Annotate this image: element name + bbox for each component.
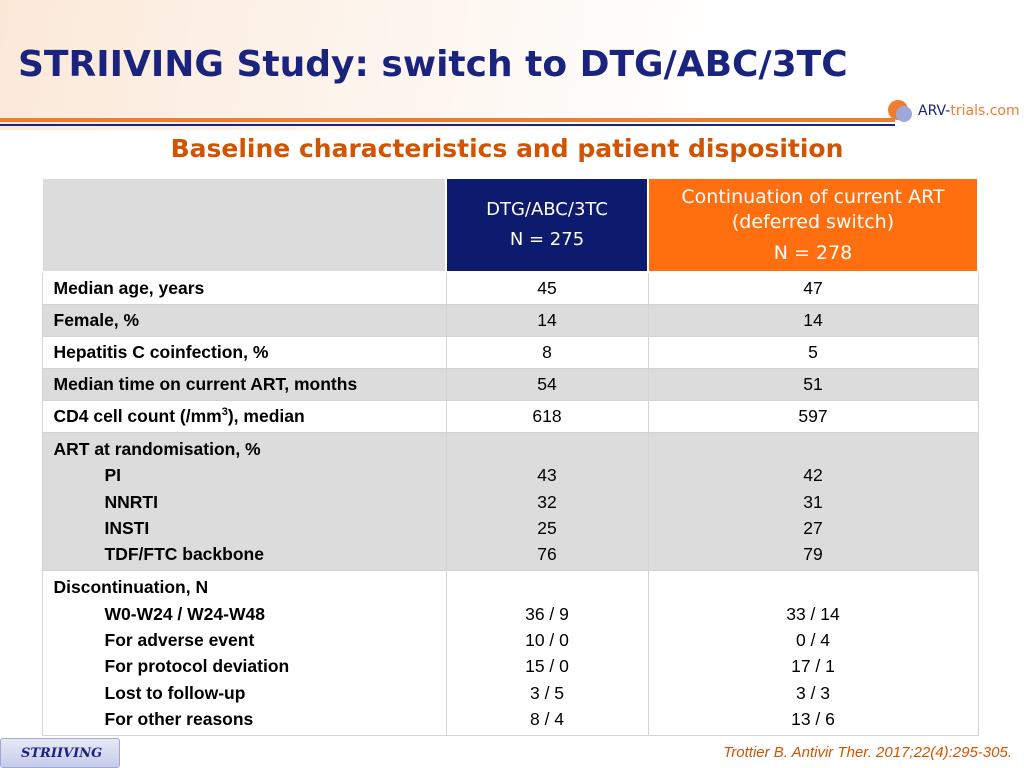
- art-item-label: NNRTI: [104, 491, 158, 512]
- footer-study-tab-label: STRIIVING: [21, 746, 103, 761]
- disc-heading: Discontinuation, N: [53, 577, 209, 598]
- disc-item-label: For other reasons: [104, 708, 254, 729]
- disc-item-label: For protocol deviation: [104, 656, 290, 677]
- header-cont-sublabel: (deferred switch): [731, 210, 895, 233]
- table-row: Median age, years 45 47: [41, 271, 979, 305]
- logo-text-suffix: .com: [985, 103, 1020, 119]
- table-row-discontinuation: Discontinuation, N W0-W24 / W24-W48 For …: [41, 570, 979, 737]
- header-background: [0, 0, 1024, 130]
- row-label: Median time on current ART, months: [41, 368, 447, 401]
- baseline-table: DTG/ABC/3TC N = 275 Continuation of curr…: [41, 177, 979, 737]
- row-value-dtg: 54: [445, 368, 649, 401]
- disc-value: 13 / 6: [791, 708, 835, 729]
- row-value-cont: 14: [647, 304, 979, 337]
- logo-text: ARV-trials.com: [918, 103, 1020, 119]
- art-value: 42: [803, 465, 823, 486]
- cd4-label-post: ), median: [227, 406, 305, 426]
- art-values-dtg: 43 32 25 76: [445, 431, 649, 572]
- header-dtg: DTG/ABC/3TC N = 275: [445, 177, 649, 273]
- header-dtg-label: DTG/ABC/3TC: [486, 199, 608, 220]
- disc-value: 3 / 3: [795, 682, 831, 703]
- disc-value: 15 / 0: [525, 656, 569, 677]
- disc-values-cont: 33 / 14 0 / 4 17 / 1 3 / 3 13 / 6: [647, 570, 979, 737]
- slide-title: STRIIVING Study: switch to DTG/ABC/3TC: [18, 44, 848, 85]
- row-value-cont: 597: [647, 400, 979, 433]
- cd4-label-pre: CD4 cell count (/mm: [53, 406, 222, 426]
- title-rule-orange: [0, 118, 895, 122]
- logo-text-main: ARV-: [918, 103, 951, 119]
- disc-value: 10 / 0: [525, 630, 569, 651]
- art-label-cell: ART at randomisation, % PI NNRTI INSTI T…: [41, 431, 447, 572]
- logo-text-accent: trials: [950, 103, 986, 119]
- row-value-cont: 5: [647, 336, 979, 369]
- art-value: 43: [537, 465, 557, 486]
- art-item-label: INSTI: [104, 517, 150, 538]
- title-rule-navy: [0, 124, 895, 126]
- table-row: CD4 cell count (/mm3), median 618 597: [41, 400, 979, 433]
- disc-values-dtg: 36 / 9 10 / 0 15 / 0 3 / 5 8 / 4: [445, 570, 649, 737]
- art-value: 32: [537, 491, 557, 512]
- disc-item-label: Lost to follow-up: [104, 682, 246, 703]
- header-cont-label: Continuation of current ART: [681, 185, 945, 208]
- header-cont-n: N = 278: [773, 241, 853, 264]
- table-row: Hepatitis C coinfection, % 8 5: [41, 336, 979, 369]
- table-row-art: ART at randomisation, % PI NNRTI INSTI T…: [41, 431, 979, 572]
- row-label: Median age, years: [41, 271, 447, 305]
- slide-subtitle: Baseline characteristics and patient dis…: [170, 134, 844, 163]
- disc-value: 17 / 1: [791, 656, 835, 677]
- row-label: Hepatitis C coinfection, %: [41, 336, 447, 369]
- row-label: CD4 cell count (/mm3), median: [41, 400, 447, 433]
- disc-item-label: W0-W24 / W24-W48: [104, 603, 265, 624]
- art-value: 79: [803, 544, 823, 565]
- art-value: 76: [537, 544, 557, 565]
- row-value-cont: 51: [647, 368, 979, 401]
- art-value: 31: [803, 491, 823, 512]
- table-row: Median time on current ART, months 54 51: [41, 368, 979, 401]
- disc-label-cell: Discontinuation, N W0-W24 / W24-W48 For …: [41, 570, 447, 737]
- disc-value: 36 / 9: [525, 603, 569, 624]
- table-header-row: DTG/ABC/3TC N = 275 Continuation of curr…: [41, 177, 979, 273]
- disc-value: 33 / 14: [786, 603, 840, 624]
- row-value-dtg: 8: [445, 336, 649, 369]
- header-continuation: Continuation of current ART (deferred sw…: [647, 177, 979, 273]
- table-row: Female, % 14 14: [41, 304, 979, 337]
- cd4-label-sup: 3: [221, 406, 228, 419]
- disc-value: 3 / 5: [529, 682, 565, 703]
- arv-trials-logo: ARV-trials.com: [888, 100, 1020, 126]
- header-blank-cell: [41, 177, 447, 273]
- disc-value: 0 / 4: [795, 630, 831, 651]
- art-values-cont: 42 31 27 79: [647, 431, 979, 572]
- art-value: 25: [537, 517, 557, 538]
- header-dtg-n: N = 275: [509, 229, 585, 250]
- row-value-dtg: 45: [445, 271, 649, 305]
- art-heading: ART at randomisation, %: [53, 439, 261, 459]
- disc-value: 8 / 4: [529, 708, 565, 729]
- footer-study-tab[interactable]: STRIIVING: [0, 738, 120, 768]
- citation: Trottier B. Antivir Ther. 2017;22(4):295…: [723, 744, 1012, 761]
- row-label: Female, %: [41, 304, 447, 337]
- art-item-label: TDF/FTC backbone: [104, 544, 264, 565]
- row-value-dtg: 618: [445, 400, 649, 433]
- row-value-dtg: 14: [445, 304, 649, 337]
- art-value: 27: [803, 517, 823, 538]
- art-item-label: PI: [104, 465, 122, 486]
- row-value-cont: 47: [647, 271, 979, 305]
- logo-circle-small-icon: [896, 106, 912, 122]
- disc-item-label: For adverse event: [104, 630, 255, 651]
